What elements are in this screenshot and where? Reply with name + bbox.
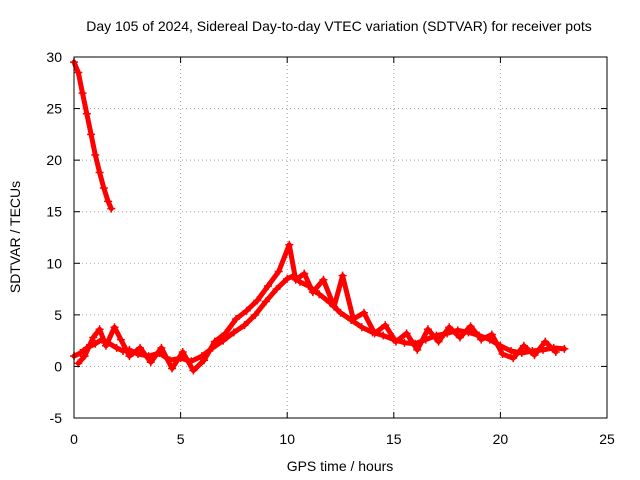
data-point-main-trace xyxy=(357,323,366,332)
y-tick-label: 25 xyxy=(46,101,62,117)
data-point-noisy-band xyxy=(413,345,422,354)
series-line-noisy-band xyxy=(75,242,559,374)
data-point-early-descent xyxy=(87,130,96,139)
data-point-noisy-band xyxy=(116,335,125,344)
data-point-noisy-band xyxy=(477,335,486,344)
data-point-noisy-band xyxy=(423,325,432,334)
data-point-noisy-band xyxy=(136,343,145,352)
data-point-noisy-band xyxy=(110,323,119,332)
data-point-noisy-band xyxy=(308,288,317,297)
data-point-noisy-band xyxy=(189,366,198,375)
x-tick-label: 10 xyxy=(279,431,295,447)
y-axis-label: SDTVAR / TECUs xyxy=(7,181,23,293)
data-point-early-descent xyxy=(104,197,113,206)
data-point-early-descent xyxy=(82,109,91,118)
axis-ticks: 0 5 10 15 20 25 -5 0 5 10 15 20 25 30 xyxy=(46,49,615,447)
data-point-main-trace xyxy=(315,290,324,299)
data-point-noisy-band xyxy=(285,240,294,249)
data-point-noisy-band xyxy=(146,358,155,367)
y-tick-label: 5 xyxy=(54,307,62,323)
data-point-noisy-band xyxy=(210,337,219,346)
data-point-early-descent xyxy=(95,168,104,177)
data-point-noisy-band xyxy=(370,329,379,338)
x-tick-label: 20 xyxy=(493,431,509,447)
data-point-main-trace xyxy=(76,349,85,358)
data-point-noisy-band xyxy=(291,275,300,284)
data-point-noisy-band xyxy=(349,314,358,323)
data-point-main-trace xyxy=(251,310,260,319)
data-point-noisy-band xyxy=(242,306,251,315)
data-point-noisy-band xyxy=(264,281,273,290)
data-point-main-trace xyxy=(272,285,281,294)
data-point-main-trace xyxy=(379,331,388,340)
data-point-noisy-band xyxy=(338,271,347,280)
data-point-noisy-band xyxy=(434,337,443,346)
data-series xyxy=(70,58,569,375)
x-tick-label: 0 xyxy=(70,431,78,447)
data-point-noisy-band xyxy=(157,343,166,352)
data-point-noisy-band xyxy=(455,333,464,342)
y-tick-label: 10 xyxy=(46,255,62,271)
data-point-main-trace xyxy=(507,346,516,355)
data-point-main-trace xyxy=(336,308,345,317)
data-point-noisy-band xyxy=(402,329,411,338)
data-point-noisy-band xyxy=(274,267,283,276)
data-point-noisy-band xyxy=(530,351,539,360)
data-point-noisy-band xyxy=(221,329,230,338)
data-point-main-trace xyxy=(283,274,292,283)
x-tick-label: 5 xyxy=(177,431,185,447)
data-point-noisy-band xyxy=(509,354,518,363)
grid xyxy=(74,57,607,418)
data-point-noisy-band xyxy=(232,314,241,323)
data-point-noisy-band xyxy=(466,322,475,331)
y-tick-label: 0 xyxy=(54,358,62,374)
y-tick-label: -5 xyxy=(50,410,63,426)
data-point-noisy-band xyxy=(101,341,110,350)
data-point-noisy-band xyxy=(178,347,187,356)
data-point-noisy-band xyxy=(200,356,209,365)
data-point-noisy-band xyxy=(487,330,496,339)
data-point-noisy-band xyxy=(253,296,262,305)
data-point-early-descent xyxy=(78,89,87,98)
y-tick-label: 15 xyxy=(46,204,62,220)
chart-title: Day 105 of 2024, Sidereal Day-to-day VTE… xyxy=(86,18,592,34)
data-point-noisy-band xyxy=(319,275,328,284)
x-tick-label: 25 xyxy=(599,431,615,447)
data-point-noisy-band xyxy=(445,323,454,332)
data-point-noisy-band xyxy=(89,333,98,342)
data-point-noisy-band xyxy=(498,350,507,359)
data-point-early-descent xyxy=(74,68,83,77)
data-point-noisy-band xyxy=(551,347,560,356)
data-point-main-trace xyxy=(400,338,409,347)
data-point-noisy-band xyxy=(300,269,309,278)
data-point-noisy-band xyxy=(541,337,550,346)
data-point-main-trace xyxy=(229,328,238,337)
data-point-main-trace xyxy=(112,343,121,352)
data-point-noisy-band xyxy=(330,302,339,311)
data-point-early-descent xyxy=(91,150,100,159)
series-line-early-descent xyxy=(71,59,114,212)
data-point-noisy-band xyxy=(359,308,368,317)
data-point-noisy-band xyxy=(519,341,528,350)
data-point-main-trace xyxy=(261,297,270,306)
data-point-early-descent xyxy=(107,204,116,213)
y-tick-label: 30 xyxy=(46,49,62,65)
data-point-noisy-band xyxy=(80,352,89,361)
data-point-noisy-band xyxy=(95,325,104,334)
data-point-noisy-band xyxy=(168,364,177,373)
data-point-noisy-band xyxy=(381,321,390,330)
data-point-noisy-band xyxy=(125,352,134,361)
data-point-main-trace xyxy=(560,344,569,353)
data-point-main-trace xyxy=(240,321,249,330)
plot-frame xyxy=(73,56,608,419)
y-tick-label: 20 xyxy=(46,152,62,168)
x-axis-label: GPS time / hours xyxy=(287,458,394,474)
x-tick-label: 15 xyxy=(386,431,402,447)
data-point-noisy-band xyxy=(391,337,400,346)
data-point-early-descent xyxy=(99,183,108,192)
